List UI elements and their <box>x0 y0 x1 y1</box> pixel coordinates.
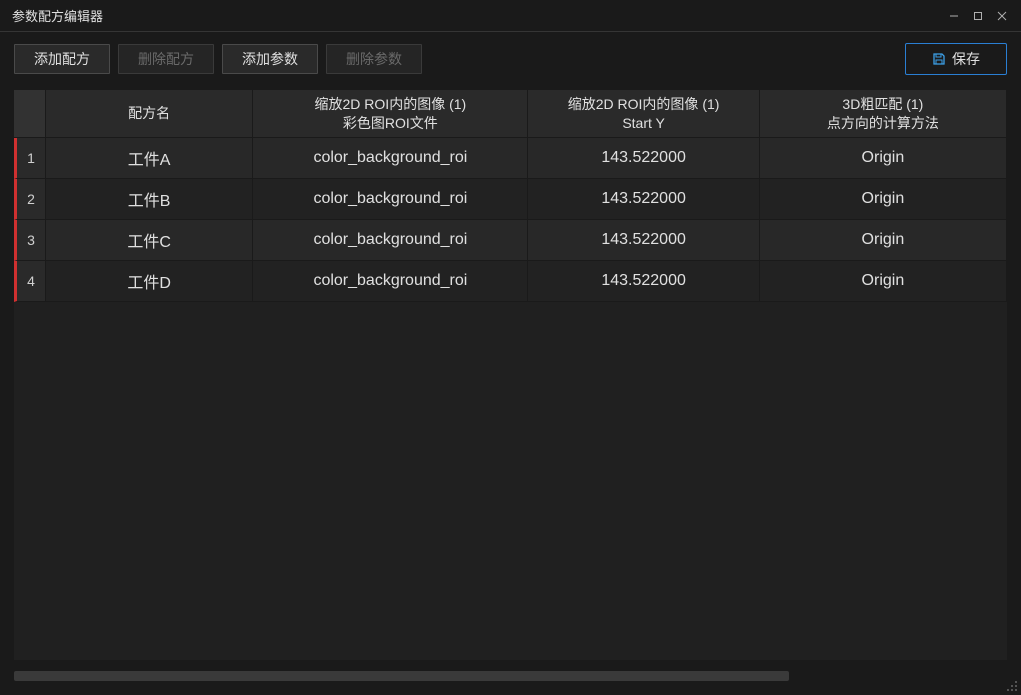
add-recipe-button[interactable]: 添加配方 <box>14 44 110 74</box>
table-corner <box>14 90 46 138</box>
column-header-3d[interactable]: 3D粗匹配 (1) 点方向的计算方法 <box>760 90 1007 138</box>
minimize-icon[interactable] <box>943 5 965 27</box>
table-row[interactable]: 1 工件A color_background_roi 143.522000 Or… <box>14 138 1007 179</box>
resize-grip-icon[interactable] <box>1005 679 1019 693</box>
delete-param-button[interactable]: 删除参数 <box>326 44 422 74</box>
column-header-recipe[interactable]: 配方名 <box>46 90 253 138</box>
save-button[interactable]: 保存 <box>905 43 1007 75</box>
column-header-roi[interactable]: 缩放2D ROI内的图像 (1) 彩色图ROI文件 <box>253 90 528 138</box>
save-icon <box>932 52 946 66</box>
titlebar: 参数配方编辑器 <box>0 0 1021 32</box>
window-controls <box>943 5 1013 27</box>
cell-start-y[interactable]: 143.522000 <box>528 220 759 261</box>
table-row[interactable]: 2 工件B color_background_roi 143.522000 Or… <box>14 179 1007 220</box>
cell-start-y[interactable]: 143.522000 <box>528 138 759 179</box>
cell-start-y[interactable]: 143.522000 <box>528 179 759 220</box>
cell-roi[interactable]: color_background_roi <box>253 138 528 179</box>
cell-start-y[interactable]: 143.522000 <box>528 261 759 302</box>
window-title: 参数配方编辑器 <box>8 6 103 25</box>
cell-3d[interactable]: Origin <box>760 138 1007 179</box>
cell-roi[interactable]: color_background_roi <box>253 179 528 220</box>
cell-recipe[interactable]: 工件C <box>46 220 253 261</box>
toolbar: 添加配方 删除配方 添加参数 删除参数 保存 <box>0 32 1021 86</box>
maximize-icon[interactable] <box>967 5 989 27</box>
cell-recipe[interactable]: 工件B <box>46 179 253 220</box>
cell-3d[interactable]: Origin <box>760 179 1007 220</box>
cell-recipe[interactable]: 工件D <box>46 261 253 302</box>
column-header-start-y[interactable]: 缩放2D ROI内的图像 (1) Start Y <box>528 90 759 138</box>
row-number: 2 <box>14 179 46 220</box>
cell-3d[interactable]: Origin <box>760 261 1007 302</box>
cell-roi[interactable]: color_background_roi <box>253 220 528 261</box>
cell-3d[interactable]: Origin <box>760 220 1007 261</box>
scrollbar-thumb[interactable] <box>14 671 789 681</box>
horizontal-scrollbar[interactable] <box>14 670 1007 682</box>
add-param-button[interactable]: 添加参数 <box>222 44 318 74</box>
row-number: 3 <box>14 220 46 261</box>
save-button-label: 保存 <box>952 49 980 69</box>
table-row[interactable]: 3 工件C color_background_roi 143.522000 Or… <box>14 220 1007 261</box>
row-number: 4 <box>14 261 46 302</box>
cell-roi[interactable]: color_background_roi <box>253 261 528 302</box>
delete-recipe-button[interactable]: 删除配方 <box>118 44 214 74</box>
table-body: 1 工件A color_background_roi 143.522000 Or… <box>14 138 1007 660</box>
row-number: 1 <box>14 138 46 179</box>
cell-recipe[interactable]: 工件A <box>46 138 253 179</box>
table-header: 配方名 缩放2D ROI内的图像 (1) 彩色图ROI文件 缩放2D ROI内的… <box>14 90 1007 138</box>
recipe-table: 配方名 缩放2D ROI内的图像 (1) 彩色图ROI文件 缩放2D ROI内的… <box>14 90 1007 660</box>
table-row[interactable]: 4 工件D color_background_roi 143.522000 Or… <box>14 261 1007 302</box>
close-icon[interactable] <box>991 5 1013 27</box>
